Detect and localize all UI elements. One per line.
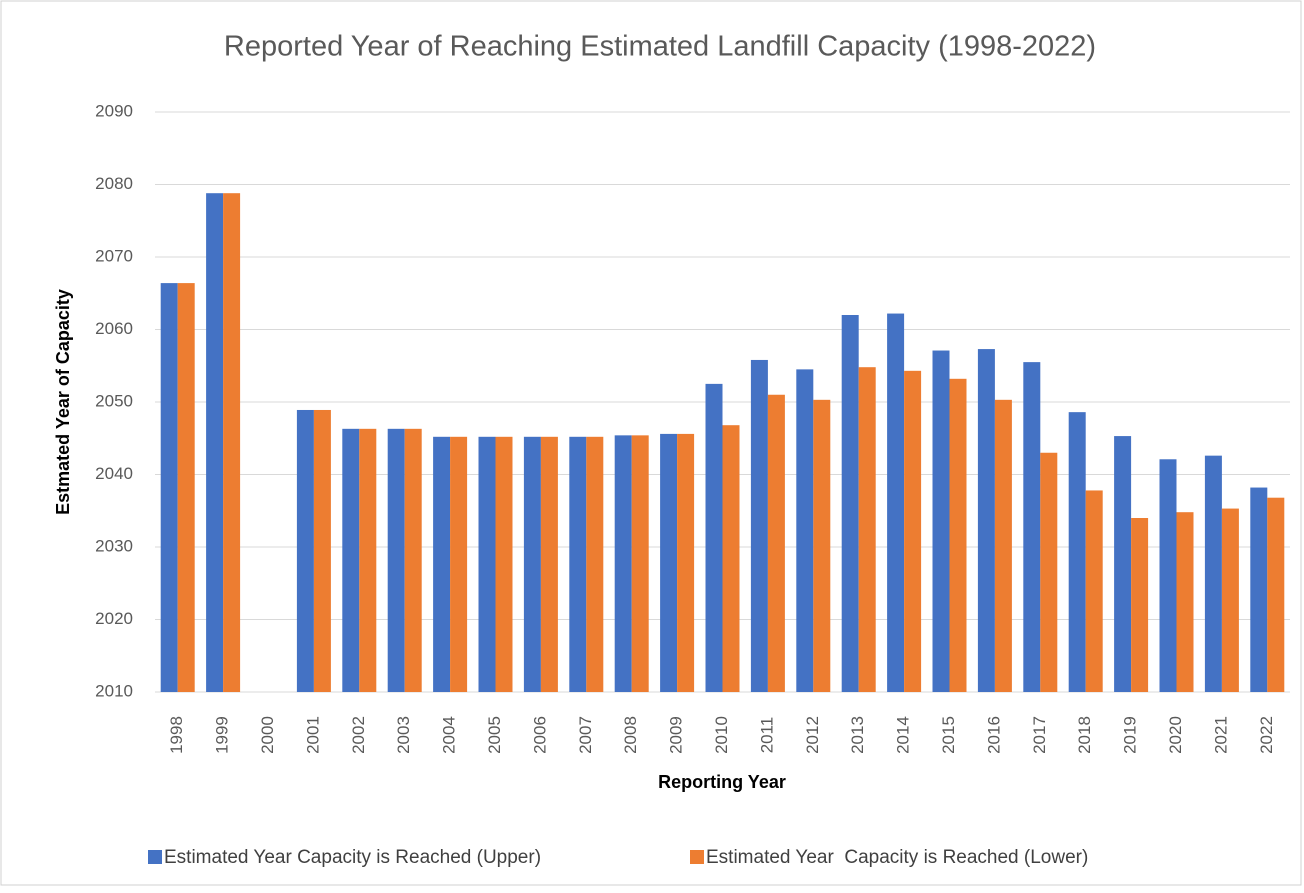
chart-title: Reported Year of Reaching Estimated Land… <box>224 31 1096 63</box>
bar <box>722 425 740 692</box>
bar <box>160 283 178 692</box>
x-tick-label: 2005 <box>485 716 504 754</box>
y-tick-label: 2090 <box>95 101 133 120</box>
legend-label: Estimated Year Capacity is Reached (Lowe… <box>706 847 1088 868</box>
legend-label: Estimated Year Capacity is Reached (Uppe… <box>164 847 541 868</box>
legend-swatch <box>690 850 704 864</box>
bar <box>614 435 632 692</box>
x-tick-label: 2017 <box>1030 716 1049 754</box>
y-axis-title: Estmated Year of Capacity <box>53 289 73 515</box>
x-tick-label: 2020 <box>1166 716 1185 754</box>
bar <box>677 433 695 692</box>
x-tick-label: 2011 <box>757 717 776 754</box>
bar <box>478 436 496 692</box>
y-tick-label: 2030 <box>95 536 133 555</box>
bar <box>313 409 331 692</box>
x-tick-label: 2022 <box>1257 716 1276 754</box>
bar <box>767 394 785 692</box>
bar <box>1221 508 1239 692</box>
bar <box>813 399 831 692</box>
x-tick-label: 2010 <box>712 716 731 754</box>
bar <box>1131 518 1149 692</box>
x-tick-label: 1998 <box>167 716 186 754</box>
bar <box>495 436 513 692</box>
bar <box>404 428 422 692</box>
bar <box>1204 455 1222 692</box>
bar <box>1250 487 1268 692</box>
bar <box>387 428 405 692</box>
y-tick-label: 2060 <box>95 319 133 338</box>
x-tick-label: 2014 <box>894 716 913 754</box>
x-tick-label: 2013 <box>848 716 867 754</box>
bar <box>359 428 377 692</box>
y-tick-label: 2040 <box>95 464 133 483</box>
bar <box>1267 497 1285 692</box>
x-tick-label: 2009 <box>667 716 686 754</box>
x-tick-label: 2007 <box>576 716 595 754</box>
x-tick-label: 2019 <box>1121 716 1140 754</box>
bar <box>858 367 876 692</box>
bar <box>949 378 967 692</box>
x-tick-label: 2002 <box>349 716 368 754</box>
y-tick-label: 2080 <box>95 174 133 193</box>
bar <box>433 436 451 692</box>
y-tick-label: 2010 <box>95 681 133 700</box>
bar <box>631 435 649 692</box>
x-tick-label: 2015 <box>939 716 958 754</box>
x-tick-label: 2016 <box>984 716 1003 754</box>
x-tick-label: 2000 <box>258 716 277 754</box>
bar <box>450 436 468 692</box>
bar <box>1176 512 1194 692</box>
x-tick-label: 1999 <box>213 716 232 754</box>
bar <box>977 349 995 692</box>
bar <box>750 359 768 692</box>
bar <box>523 436 541 692</box>
x-tick-label: 2006 <box>530 716 549 754</box>
bar <box>1114 436 1132 692</box>
bar <box>841 315 859 692</box>
x-tick-label: 2012 <box>803 716 822 754</box>
bar <box>569 436 587 692</box>
bar <box>586 436 604 692</box>
x-tick-label: 2021 <box>1211 716 1230 754</box>
bar <box>1068 412 1086 692</box>
bar <box>1023 362 1041 692</box>
x-tick-label: 2018 <box>1075 716 1094 754</box>
bar <box>1085 490 1103 692</box>
x-tick-label: 2004 <box>440 716 459 754</box>
bar <box>296 409 314 692</box>
bar <box>887 313 905 692</box>
bar <box>932 350 950 692</box>
bar <box>177 283 195 692</box>
y-tick-label: 2070 <box>95 246 133 265</box>
x-tick-label: 2003 <box>394 716 413 754</box>
x-axis-title: Reporting Year <box>658 772 786 792</box>
legend-swatch <box>148 850 162 864</box>
bar <box>1040 452 1058 692</box>
bar <box>994 399 1012 692</box>
bar <box>660 433 678 692</box>
bar <box>223 193 241 692</box>
bar <box>342 428 360 692</box>
x-tick-label: 2008 <box>621 716 640 754</box>
bar <box>540 436 558 692</box>
y-tick-label: 2020 <box>95 609 133 628</box>
bar <box>206 193 224 692</box>
y-tick-label: 2050 <box>95 391 133 410</box>
x-tick-label: 2001 <box>303 716 322 754</box>
bar <box>1159 459 1177 692</box>
bar <box>796 369 814 692</box>
bar <box>705 383 723 692</box>
bar <box>904 370 922 692</box>
